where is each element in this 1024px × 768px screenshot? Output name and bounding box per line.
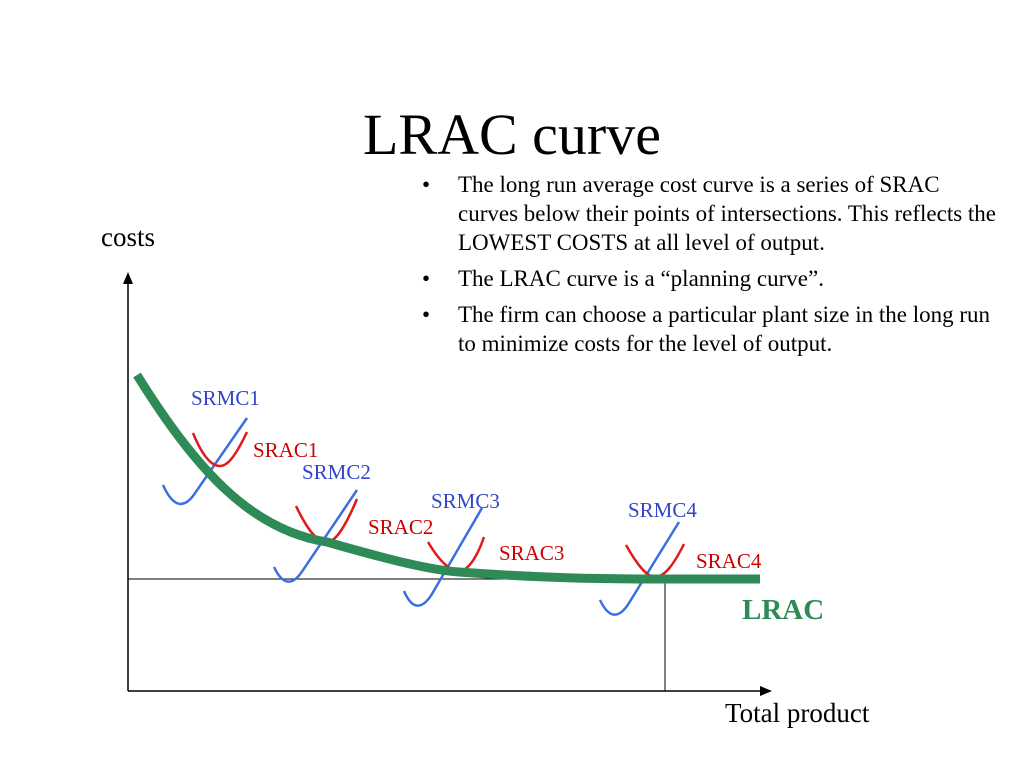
bullet-list: • The long run average cost curve is a se…: [418, 170, 998, 365]
x-axis-label: Total product: [725, 698, 870, 728]
bullet-item: • The LRAC curve is a “planning curve”.: [418, 264, 998, 293]
bullet-item: • The firm can choose a particular plant …: [418, 300, 998, 358]
srmc4-label: SRMC4: [628, 498, 697, 522]
srmc1-curve: [161, 417, 249, 506]
srmc2-curve: [272, 489, 359, 583]
srac2-label: SRAC2: [368, 515, 434, 539]
bullet-text: The firm can choose a particular plant s…: [458, 302, 990, 356]
srac1-label: SRAC1: [253, 438, 319, 462]
y-axis-label: costs: [101, 222, 155, 252]
srmc2-label: SRMC2: [302, 460, 371, 484]
bullet-text: The LRAC curve is a “planning curve”.: [458, 266, 824, 291]
srac4-label: SRAC4: [696, 549, 762, 573]
srmc1-label: SRMC1: [191, 386, 260, 410]
lrac-label: LRAC: [742, 594, 825, 626]
lrac-curve: [133, 372, 760, 584]
srac1-curve: [191, 431, 249, 468]
srmc3-curve: [402, 507, 484, 607]
bullet-dot: •: [422, 172, 431, 197]
srmc3-label: SRMC3: [431, 489, 500, 513]
bullet-dot: •: [422, 266, 431, 291]
bullet-dot: •: [422, 302, 431, 327]
srmc4-curve: [598, 521, 681, 616]
bullet-item: • The long run average cost curve is a se…: [418, 170, 998, 257]
srac3-label: SRAC3: [499, 541, 565, 565]
bullet-text: The long run average cost curve is a ser…: [458, 172, 997, 255]
slide-title: LRAC curve: [363, 102, 661, 167]
